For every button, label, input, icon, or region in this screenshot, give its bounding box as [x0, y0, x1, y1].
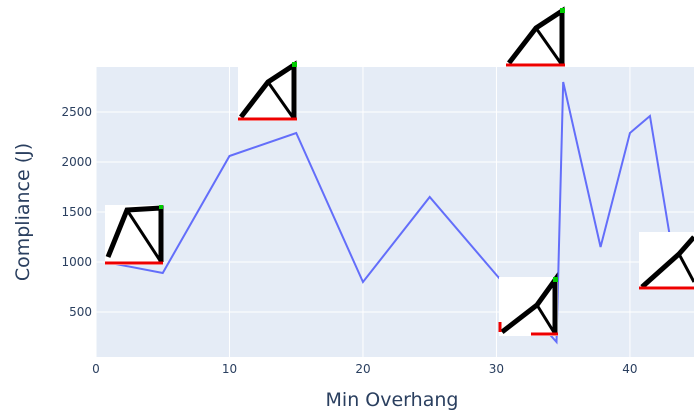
x-axis-title: Min Overhang — [326, 389, 459, 411]
thumbnail — [498, 272, 558, 336]
x-tick-label: 10 — [222, 362, 237, 376]
x-tick-label: 30 — [489, 362, 504, 376]
y-tick-label: 2000 — [61, 155, 92, 169]
thumbnail — [506, 6, 565, 67]
thumbnail — [238, 60, 297, 121]
y-tick-label: 1500 — [61, 205, 92, 219]
y-tick-label: 500 — [69, 305, 92, 319]
x-tick-label: 0 — [92, 362, 100, 376]
x-tick-label: 20 — [355, 362, 370, 376]
y-tick-label: 1000 — [61, 255, 92, 269]
x-tick-label: 40 — [622, 362, 637, 376]
thumbnail — [105, 205, 164, 265]
data-line — [105, 81, 671, 345]
y-axis-title: Compliance (J) — [12, 143, 34, 281]
y-tick-label: 2500 — [61, 105, 92, 119]
thumbnail — [639, 232, 694, 290]
